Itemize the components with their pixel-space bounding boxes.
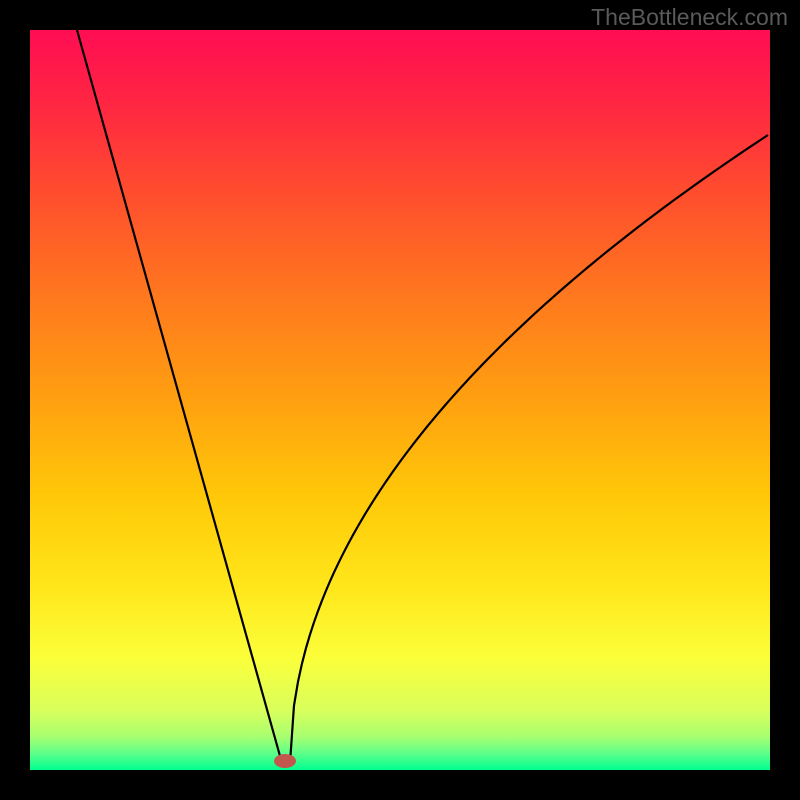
vertex-marker xyxy=(274,754,296,768)
bottleneck-chart xyxy=(0,0,800,800)
attribution-text: TheBottleneck.com xyxy=(591,4,788,31)
chart-container: TheBottleneck.com xyxy=(0,0,800,800)
plot-area xyxy=(30,30,770,770)
